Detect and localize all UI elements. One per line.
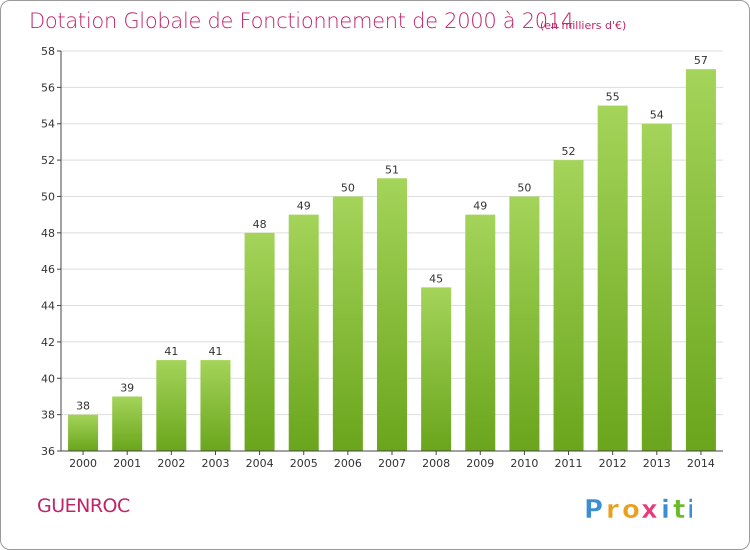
bar bbox=[244, 232, 275, 451]
bar bbox=[376, 178, 408, 452]
chart-title: Dotation Globale de Fonctionnement de 20… bbox=[29, 9, 574, 33]
data-label: 38 bbox=[76, 400, 90, 413]
x-tick-label: 2003 bbox=[201, 457, 229, 470]
y-tick-label: 50 bbox=[41, 190, 55, 203]
data-label: 41 bbox=[208, 345, 222, 358]
y-tick-label: 52 bbox=[41, 154, 55, 167]
logo-letter: P bbox=[584, 495, 603, 525]
bar bbox=[421, 287, 452, 451]
bar bbox=[156, 360, 187, 451]
bar bbox=[685, 69, 716, 451]
data-label: 49 bbox=[473, 200, 487, 213]
bar bbox=[68, 414, 99, 451]
bar bbox=[112, 396, 143, 451]
data-label: 50 bbox=[517, 181, 531, 194]
x-tick-label: 2008 bbox=[422, 457, 450, 470]
x-tick-label: 2005 bbox=[290, 457, 318, 470]
commune-name: GUENROC bbox=[37, 495, 130, 517]
logo-letter: t bbox=[673, 495, 685, 525]
y-tick-label: 40 bbox=[41, 372, 55, 385]
data-label: 41 bbox=[164, 345, 178, 358]
chart-subtitle: (en milliers d'€) bbox=[540, 19, 627, 32]
data-label: 51 bbox=[385, 163, 399, 176]
data-label: 39 bbox=[120, 381, 134, 394]
x-tick-label: 2006 bbox=[334, 457, 362, 470]
bar-layer: 38 39 41 41 48 49 50 51 45 49 50 52 55 54 57 bbox=[68, 54, 716, 452]
data-label: 52 bbox=[562, 145, 576, 158]
bar bbox=[332, 196, 363, 451]
x-tick-label: 2007 bbox=[378, 457, 406, 470]
proxiti-logo: Proxiti bbox=[584, 495, 692, 526]
data-label: 55 bbox=[606, 91, 620, 104]
x-tick-label: 2012 bbox=[599, 457, 627, 470]
y-tick-label: 58 bbox=[41, 45, 55, 58]
logo-letter: i bbox=[661, 495, 670, 525]
x-tick-label: 2000 bbox=[69, 457, 97, 470]
bar bbox=[288, 214, 319, 451]
y-tick-label: 48 bbox=[41, 227, 55, 240]
x-tick-label: 2009 bbox=[466, 457, 494, 470]
logo-letter: i bbox=[687, 495, 692, 525]
bar bbox=[509, 196, 540, 451]
y-tick-label: 54 bbox=[41, 118, 55, 131]
x-tick-label: 2001 bbox=[113, 457, 141, 470]
y-tick-label: 46 bbox=[41, 263, 55, 276]
x-tick-label: 2011 bbox=[555, 457, 583, 470]
y-tick-label: 56 bbox=[41, 81, 55, 94]
bar bbox=[553, 160, 584, 451]
data-label: 45 bbox=[429, 272, 443, 285]
y-tick-label: 44 bbox=[41, 300, 55, 313]
x-tick-label: 2013 bbox=[643, 457, 671, 470]
y-tick-label: 36 bbox=[41, 445, 55, 458]
bar bbox=[597, 105, 628, 451]
y-tick-label: 38 bbox=[41, 409, 55, 422]
x-tick-label: 2004 bbox=[246, 457, 274, 470]
data-label: 49 bbox=[297, 200, 311, 213]
data-label: 54 bbox=[650, 109, 664, 122]
logo-letter: r bbox=[606, 495, 619, 525]
data-label: 57 bbox=[694, 54, 708, 67]
x-tick-label: 2010 bbox=[510, 457, 538, 470]
x-tick-label: 2014 bbox=[687, 457, 715, 470]
logo-letter: o bbox=[622, 495, 640, 525]
y-tick-label: 42 bbox=[41, 336, 55, 349]
bar bbox=[465, 214, 496, 451]
bar bbox=[641, 123, 672, 452]
data-label: 48 bbox=[253, 218, 267, 231]
axis-layer: 36 38 40 42 44 46 48 50 52 54 56 58 2000 2001 2002 2003… bbox=[41, 45, 723, 470]
bar bbox=[200, 360, 231, 451]
logo-letter: x bbox=[641, 495, 658, 525]
x-tick-label: 2002 bbox=[157, 457, 185, 470]
data-label: 50 bbox=[341, 181, 355, 194]
